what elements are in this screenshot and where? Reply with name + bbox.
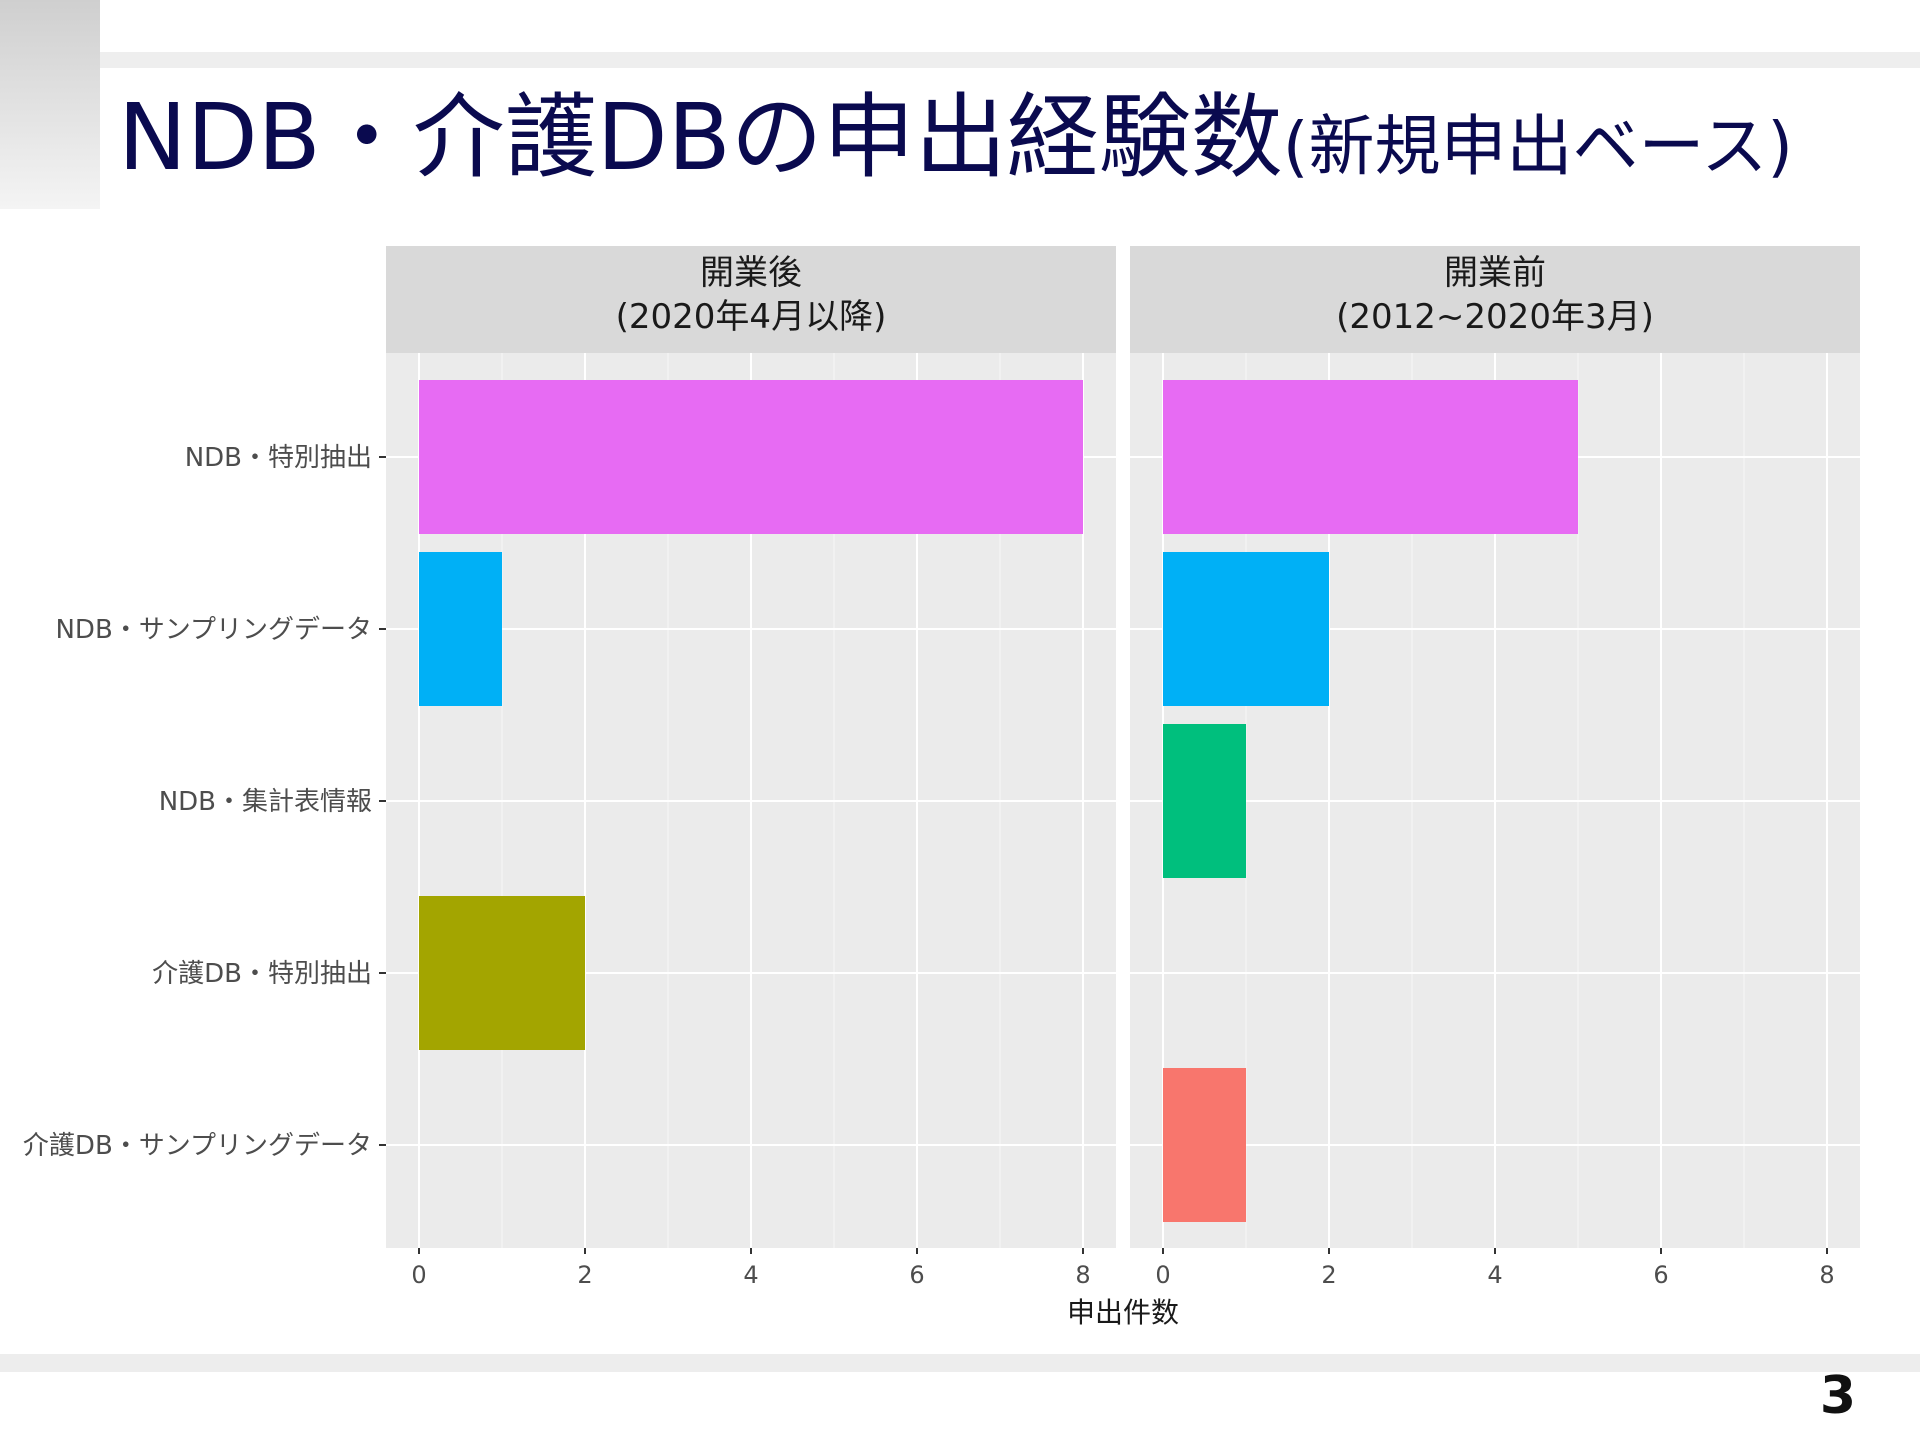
bar bbox=[1163, 724, 1246, 878]
y-tick-label: NDB・サンプリングデータ bbox=[55, 615, 372, 645]
x-tick-label: 4 bbox=[743, 1261, 758, 1289]
x-tick-label: 2 bbox=[1321, 1261, 1336, 1289]
bar bbox=[419, 380, 1083, 534]
slide-title-sub: (新規申出ベース) bbox=[1282, 108, 1793, 185]
page-number: 3 bbox=[1819, 1366, 1856, 1426]
x-tick-label: 4 bbox=[1487, 1261, 1502, 1289]
x-tick-label: 6 bbox=[1653, 1261, 1668, 1289]
slide-title-main: NDB・介護DBの申出経験数 bbox=[118, 84, 1283, 191]
bar bbox=[1163, 552, 1329, 706]
footer-band bbox=[0, 1354, 1920, 1372]
x-tick-label: 8 bbox=[1075, 1261, 1090, 1289]
y-tick-label: 介護DB・特別抽出 bbox=[152, 959, 372, 989]
y-tick-label: 介護DB・サンプリングデータ bbox=[23, 1131, 372, 1161]
bar bbox=[419, 552, 502, 706]
panel-strip bbox=[1130, 246, 1860, 353]
x-tick-label: 2 bbox=[577, 1261, 592, 1289]
panel-title-line2: (2012~2020年3月) bbox=[1336, 297, 1654, 337]
panel-title-line1: 開業後 bbox=[700, 253, 802, 293]
y-tick-label: NDB・集計表情報 bbox=[159, 787, 372, 817]
panel-1: 開業前(2012~2020年3月) 0 2 4 6 8 bbox=[1130, 246, 1860, 1289]
corner-decoration bbox=[0, 0, 100, 209]
panel-strip bbox=[386, 246, 1116, 353]
y-axis: NDB・特別抽出 NDB・サンプリングデータ NDB・集計表情報介護DB・特別抽出介… bbox=[23, 443, 386, 1161]
y-tick-label: NDB・特別抽出 bbox=[185, 443, 372, 473]
panel-0: 開業後(2020年4月以降) 0 2 4 6 8 bbox=[386, 246, 1116, 1289]
bar bbox=[1163, 380, 1578, 534]
x-tick-label: 0 bbox=[1155, 1261, 1170, 1289]
panel-title-line2: (2020年4月以降) bbox=[616, 297, 887, 337]
x-tick-label: 6 bbox=[909, 1261, 924, 1289]
title-band bbox=[100, 52, 1920, 68]
faceted-bar-chart: 開業後(2020年4月以降) 0 2 4 6 8 開業前(2012~2020年3月) 0 2 4 6… bbox=[23, 246, 1860, 1329]
slide-title: NDB・介護DBの申出経験数(新規申出ベース) bbox=[118, 78, 1793, 207]
bar bbox=[1163, 1068, 1246, 1222]
bar bbox=[419, 896, 585, 1050]
x-axis-title: 申出件数 bbox=[1067, 1296, 1179, 1329]
x-tick-label: 0 bbox=[411, 1261, 426, 1289]
x-tick-label: 8 bbox=[1819, 1261, 1834, 1289]
panel-title-line1: 開業前 bbox=[1444, 253, 1546, 293]
